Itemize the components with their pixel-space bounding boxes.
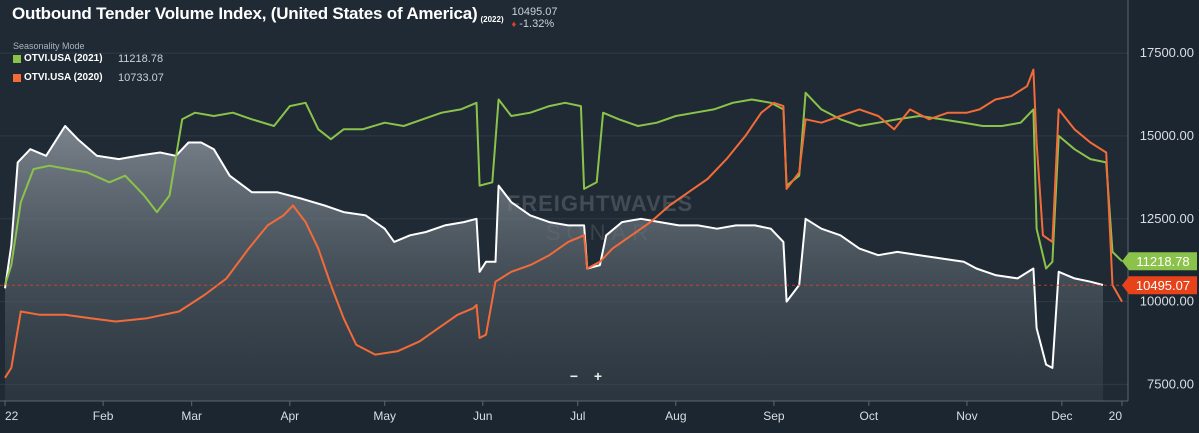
end-value-text: 10495.07 <box>1136 278 1190 293</box>
x-tick-label: Jun <box>473 409 492 423</box>
watermark-freightwaves: FREIGHTWAVES <box>507 191 693 216</box>
seasonality-mode-label: Seasonality Mode <box>13 41 85 51</box>
legend-label-2021: OTVI.USA (2021) <box>24 53 103 64</box>
current-value: 10495.07 <box>511 6 558 18</box>
y-tick-label: 15000.00 <box>1140 128 1194 143</box>
change-row: ♦ -1.32% <box>512 18 558 30</box>
year-tag: (2022) <box>480 15 504 24</box>
chart-header: Outbound Tender Volume Index, (United St… <box>12 4 558 30</box>
end-value-label: 10495.07 <box>1122 276 1197 295</box>
header-value-block: 10495.07 ♦ -1.32% <box>512 6 558 30</box>
x-tick-label: Mar <box>181 409 202 423</box>
x-tick-label: Apr <box>280 409 299 423</box>
end-value-label: 11218.78 <box>1122 252 1197 271</box>
x-tick-label: Dec <box>1051 409 1072 423</box>
series-line-2020 <box>4 68 1123 379</box>
series-line-2021 <box>4 91 1123 286</box>
legend-value-2020: 10733.07 <box>118 71 164 84</box>
legend-item-2021[interactable]: OTVI.USA (2021) 11218.78 <box>13 53 163 65</box>
zoom-controls: − + <box>562 366 610 386</box>
y-tick-label: 10000.00 <box>1140 294 1194 309</box>
y-tick-label: 17500.00 <box>1140 45 1194 60</box>
series-line-2022 <box>4 125 1104 369</box>
chart-title: Outbound Tender Volume Index, (United St… <box>12 4 478 23</box>
x-tick-label: Nov <box>956 409 977 423</box>
series-area-2022 <box>5 126 1103 401</box>
legend-value-2021: 11218.78 <box>118 52 164 65</box>
x-tick-label: 22 <box>5 409 19 423</box>
change-value: -1.32% <box>519 18 555 30</box>
end-value-badge <box>1122 252 1197 271</box>
x-tick-label: Feb <box>93 409 114 423</box>
x-tick-label: 20 <box>1109 409 1123 423</box>
x-tick-label: Sep <box>763 409 785 423</box>
y-tick-label: 7500.00 <box>1147 376 1194 391</box>
zoom-out-button[interactable]: − <box>569 368 579 384</box>
x-tick-label: Oct <box>860 409 879 423</box>
legend-item-2020[interactable]: OTVI.USA (2020) 10733.07 <box>13 72 164 84</box>
zoom-in-button[interactable]: + <box>593 368 603 384</box>
end-value-badge <box>1122 276 1197 295</box>
x-tick-label: May <box>373 409 396 423</box>
x-tick-label: Jul <box>570 409 585 423</box>
x-tick-label: Aug <box>665 409 686 423</box>
down-arrow-icon: ♦ <box>511 19 517 29</box>
end-value-text: 11218.78 <box>1136 254 1189 269</box>
legend-label-2020: OTVI.USA (2020) <box>24 72 103 83</box>
legend-swatch-2021 <box>13 54 21 63</box>
legend-swatch-2020 <box>13 73 21 82</box>
y-tick-label: 12500.00 <box>1140 211 1194 226</box>
